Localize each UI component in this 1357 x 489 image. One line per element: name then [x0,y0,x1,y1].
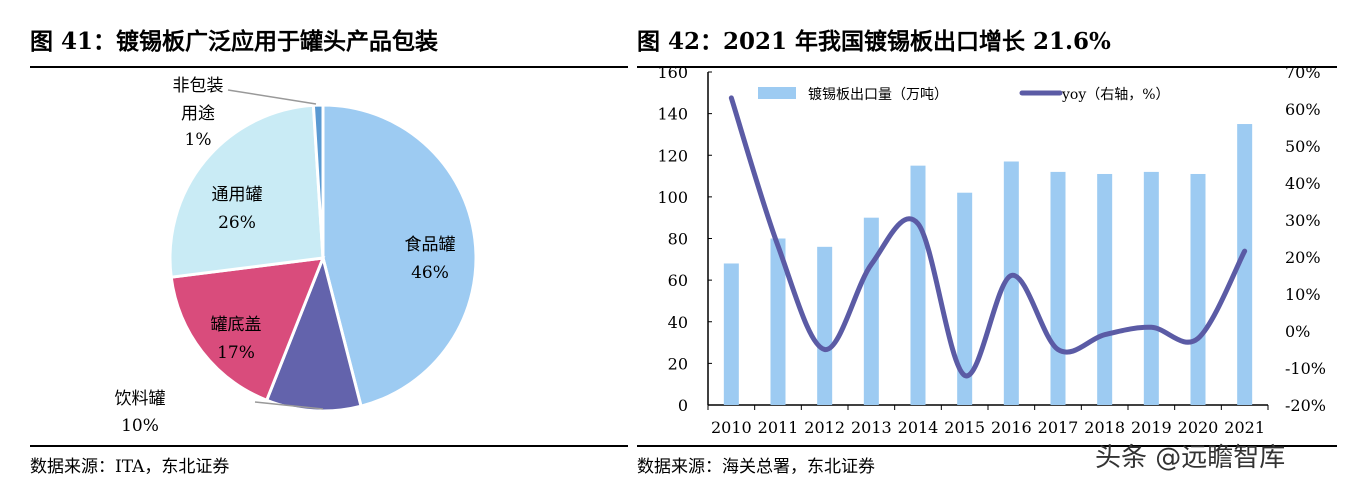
bar-2013 [863,217,879,405]
y2-tick-label: 20% [1285,248,1321,267]
right-title-rule [637,66,1337,68]
pie-label-non-packaging: 非包装用途 [172,76,224,124]
bar-2016 [1003,161,1019,405]
right-source-rule [637,445,1337,447]
left-chart-title: 图 41：镀锡板广泛应用于罐头产品包装 [30,28,439,55]
x-tick-label: 2011 [758,418,799,437]
legend-line-label: yoy（右轴，%） [1061,87,1170,103]
bar-2017 [1050,171,1066,405]
pie-label: 罐底盖 [211,315,262,335]
y2-tick-label: 70% [1285,63,1321,82]
pie-pct: 26% [218,213,256,233]
pie-slice-3 [168,103,325,279]
pie-label: 通用罐 [212,185,263,205]
y2-tick-label: 40% [1285,174,1321,193]
x-tick-label: 2018 [1084,418,1125,437]
pie-leader-line [254,401,324,410]
y2-tick-label: 60% [1285,100,1321,119]
y2-tick-label: -10% [1285,359,1326,378]
bar-2015 [957,192,973,405]
bar-2011 [770,238,786,405]
x-tick-label: 2013 [851,418,892,437]
x-tick-label: 2020 [1178,418,1219,437]
bar-2014 [910,165,926,405]
pie-pct: 1% [185,130,212,150]
y-tick-label: 160 [657,63,688,82]
left-source-rule [30,445,628,447]
y-tick-label: 80 [668,230,688,249]
y-tick-label: 100 [657,188,688,207]
left-source: 数据来源：ITA，东北证券 [30,457,230,477]
left-title-rule [30,66,628,68]
bar-2020 [1190,173,1206,405]
bar-2012 [817,246,833,405]
pie-slice-2 [169,256,326,403]
x-tick-label: 2012 [804,418,845,437]
y-tick-label: 60 [668,271,688,290]
pie-label: 食品罐 [405,235,456,255]
legend-bar-label: 镀锡板出口量（万吨） [808,86,948,103]
pie-slice-1 [264,253,363,413]
pie-label: 饮料罐 [115,389,166,409]
bar-2019 [1143,171,1159,405]
x-tick-label: 2015 [944,418,985,437]
x-tick-label: 2019 [1131,418,1172,437]
pie-leader-line [227,89,317,105]
bar-2021 [1237,124,1253,405]
y-tick-label: 40 [668,313,688,332]
y-tick-label: 20 [668,354,688,373]
right-chart-title: 图 42：2021 年我国镀锡板出口增长 21.6% [637,28,1111,55]
bar-2010 [723,263,739,405]
x-tick-label: 2014 [898,418,939,437]
y-tick-label: 120 [657,146,688,165]
pie-pct: 46% [411,263,449,283]
pie-pct: 10% [121,416,159,436]
x-tick-label: 2010 [711,418,752,437]
pie-pct: 17% [217,343,255,363]
x-tick-label: 2016 [991,418,1032,437]
bar-2018 [1097,173,1113,405]
right-source: 数据来源：海关总署，东北证券 [637,457,875,477]
y-tick-label: 140 [657,105,688,124]
pie-slice-0 [321,103,478,409]
yoy-line [728,95,1248,378]
y2-tick-label: 50% [1285,137,1321,156]
y2-tick-label: -20% [1285,396,1326,415]
legend-bar-swatch [758,87,796,99]
y-tick-label: 0 [678,396,688,415]
pie-slice-4 [311,103,325,259]
y2-tick-label: 10% [1285,285,1321,304]
watermark: 头条 @远瞻智库 [1095,443,1286,473]
y2-tick-label: 0% [1285,322,1310,341]
x-tick-label: 2021 [1224,418,1265,437]
y2-tick-label: 30% [1285,211,1321,230]
x-tick-label: 2017 [1038,418,1079,437]
